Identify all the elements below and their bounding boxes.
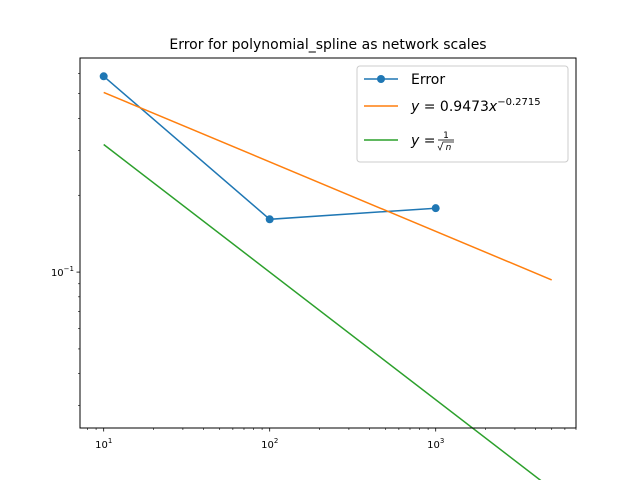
y-tick-base: 10 bbox=[51, 268, 64, 279]
legend-label-error: Error bbox=[411, 72, 445, 88]
x-tick-exponent: 2 bbox=[274, 437, 278, 445]
legend-lhs: y bbox=[410, 133, 420, 149]
legend-lhs: y bbox=[410, 99, 420, 115]
legend-label-power-fit: y = 0.9473x−0.2715 bbox=[410, 97, 541, 115]
data-point bbox=[265, 215, 274, 224]
legend-label-sqrt: y = bbox=[410, 133, 435, 149]
legend-marker bbox=[377, 75, 385, 83]
x-tick-base: 10 bbox=[261, 440, 274, 451]
legend-sqrt-sign bbox=[437, 141, 454, 151]
x-tick-label: 102 bbox=[261, 437, 278, 451]
y-tick-exponent: −1 bbox=[64, 265, 74, 273]
y-axis-ticks: 10−1 bbox=[51, 73, 80, 406]
legend-equals: = bbox=[419, 133, 435, 149]
plot-series bbox=[99, 72, 552, 480]
legend-exponent: −0.2715 bbox=[497, 97, 540, 108]
legend-box bbox=[356, 65, 569, 163]
legend-coefficient: = 0.9473 bbox=[419, 99, 489, 115]
legend-fraction-denominator: n bbox=[446, 143, 452, 153]
x-tick-label: 103 bbox=[427, 437, 444, 451]
series-line-2 bbox=[103, 143, 542, 480]
x-tick-exponent: 1 bbox=[108, 437, 112, 445]
series-line-1 bbox=[103, 91, 552, 281]
plot-frame bbox=[79, 57, 577, 429]
data-point bbox=[99, 72, 108, 81]
x-tick-base: 10 bbox=[95, 440, 108, 451]
y-tick-label: 10−1 bbox=[51, 265, 74, 279]
x-tick-base: 10 bbox=[427, 440, 440, 451]
x-axis-ticks: 101 102 103 bbox=[87, 428, 577, 451]
x-tick-label: 101 bbox=[95, 437, 112, 451]
legend-fraction-numerator: 1 bbox=[443, 131, 449, 141]
legend-variable: x bbox=[488, 99, 498, 115]
chart-title: Error for polynomial_spline as network s… bbox=[169, 37, 486, 53]
x-tick-exponent: 3 bbox=[440, 437, 444, 445]
data-point bbox=[431, 204, 440, 213]
